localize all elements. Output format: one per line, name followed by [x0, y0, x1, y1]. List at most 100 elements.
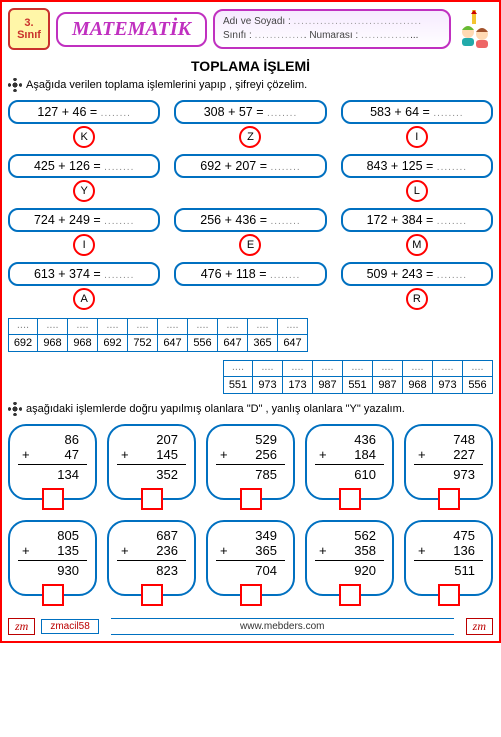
student-info-box: Adı ve Soyadı : ........................…	[213, 9, 451, 49]
cipher-cell: ....692	[98, 318, 128, 352]
addend-b: +47	[18, 447, 87, 462]
answer-blank[interactable]: ........	[270, 270, 300, 281]
footer-site: www.mebders.com	[111, 618, 454, 635]
problem-pill: 425 + 126 = ........	[8, 154, 160, 178]
addend-a: 562	[315, 528, 384, 543]
problem-item: 843 + 125 = ........L	[341, 154, 493, 202]
addend-a: 475	[414, 528, 483, 543]
cipher-cell: ....752	[128, 318, 158, 352]
cipher-value: 968	[68, 335, 97, 351]
cipher-blank[interactable]: ....	[283, 361, 312, 377]
cipher-blank[interactable]: ....	[68, 319, 97, 335]
problem-pill: 613 + 374 = ........	[8, 262, 160, 286]
answer-blank[interactable]: ........	[104, 216, 134, 227]
bullet-icon	[8, 402, 22, 416]
problem-item: 583 + 64 = ........I	[341, 100, 493, 148]
letter-circle: L	[406, 180, 428, 202]
answer-blank[interactable]: ........	[104, 162, 134, 173]
sum-card: 349+365704	[206, 520, 295, 596]
answer-blank[interactable]: ........	[104, 270, 134, 281]
number-blank[interactable]: .............	[361, 30, 410, 41]
answer-blank[interactable]: ........	[433, 108, 463, 119]
instruction-2-text: aşağıdaki işlemlerde doğru yapılmış olan…	[26, 403, 405, 415]
addend-a: 86	[18, 432, 87, 447]
dy-answer-box[interactable]	[240, 584, 262, 606]
cipher-blank[interactable]: ....	[313, 361, 342, 377]
footer-tag: zmacil58	[41, 619, 98, 634]
class-blank[interactable]: .............	[255, 30, 304, 41]
dy-answer-box[interactable]	[240, 488, 262, 510]
problem-item: 692 + 207 = ........	[174, 154, 326, 202]
problem-item: 476 + 118 = ........	[174, 262, 326, 310]
cipher-blank[interactable]: ....	[38, 319, 67, 335]
cipher-blank[interactable]: ....	[278, 319, 307, 335]
cipher-cell: ....987	[373, 360, 403, 394]
sum-result: 930	[18, 563, 87, 578]
addend-a: 207	[117, 432, 186, 447]
cipher-cell: ....987	[313, 360, 343, 394]
sum-card: 805+135930	[8, 520, 97, 596]
cipher-row-2: ....551....973....173....987....551....9…	[8, 360, 493, 394]
cipher-row-1: ....692....968....968....692....752....6…	[8, 318, 493, 352]
problem-item: 425 + 126 = ........Y	[8, 154, 160, 202]
answer-blank[interactable]: ........	[437, 216, 467, 227]
cipher-blank[interactable]: ....	[158, 319, 187, 335]
letter-circle: E	[239, 234, 261, 256]
main-title: TOPLAMA İŞLEMİ	[8, 58, 493, 74]
sums-row-2: 805+135930687+236823349+365704562+358920…	[8, 520, 493, 596]
answer-blank[interactable]: ........	[437, 270, 467, 281]
cipher-cell: ....551	[223, 360, 253, 394]
dy-answer-box[interactable]	[42, 584, 64, 606]
cipher-cell: ....551	[343, 360, 373, 394]
dy-answer-box[interactable]	[339, 488, 361, 510]
sum-card: 475+136511	[404, 520, 493, 596]
dy-answer-box[interactable]	[141, 584, 163, 606]
answer-blank[interactable]: ........	[267, 108, 297, 119]
problem-item: 308 + 57 = ........Z	[174, 100, 326, 148]
sum-result: 511	[414, 563, 483, 578]
cipher-value: 987	[373, 377, 402, 393]
addend-b: +145	[117, 447, 186, 462]
addend-a: 349	[216, 528, 285, 543]
sum-card: 687+236823	[107, 520, 196, 596]
cipher-value: 692	[9, 335, 37, 351]
kids-icon	[457, 10, 493, 48]
cipher-value: 647	[158, 335, 187, 351]
addend-b: +184	[315, 447, 384, 462]
addend-b: +365	[216, 543, 285, 558]
cipher-cell: ....365	[248, 318, 278, 352]
addend-b: +135	[18, 543, 87, 558]
sum-card: 436+184610	[305, 424, 394, 500]
dy-answer-box[interactable]	[438, 584, 460, 606]
dy-answer-box[interactable]	[339, 584, 361, 606]
dy-answer-box[interactable]	[438, 488, 460, 510]
cipher-blank[interactable]: ....	[403, 361, 432, 377]
problem-pill: 127 + 46 = ........	[8, 100, 160, 124]
cipher-blank[interactable]: ....	[343, 361, 372, 377]
answer-blank[interactable]: ........	[270, 216, 300, 227]
cipher-cell: ....647	[158, 318, 188, 352]
answer-blank[interactable]: ........	[437, 162, 467, 173]
answer-blank[interactable]: ........	[270, 162, 300, 173]
cipher-blank[interactable]: ....	[188, 319, 217, 335]
cipher-blank[interactable]: ....	[9, 319, 37, 335]
cipher-blank[interactable]: ....	[224, 361, 252, 377]
cipher-blank[interactable]: ....	[463, 361, 492, 377]
cipher-cell: ....173	[283, 360, 313, 394]
cipher-cell: ....556	[463, 360, 493, 394]
cipher-blank[interactable]: ....	[373, 361, 402, 377]
cipher-blank[interactable]: ....	[218, 319, 247, 335]
grade-badge: 3. Sınıf	[8, 8, 50, 50]
answer-blank[interactable]: ........	[101, 108, 131, 119]
cipher-blank[interactable]: ....	[433, 361, 462, 377]
cipher-blank[interactable]: ....	[253, 361, 282, 377]
problem-pill: 256 + 436 = ........	[174, 208, 326, 232]
cipher-value: 647	[218, 335, 247, 351]
cipher-blank[interactable]: ....	[128, 319, 157, 335]
cipher-blank[interactable]: ....	[248, 319, 277, 335]
name-blank[interactable]: ..................................	[294, 16, 422, 27]
cipher-blank[interactable]: ....	[98, 319, 127, 335]
dy-answer-box[interactable]	[141, 488, 163, 510]
dy-answer-box[interactable]	[42, 488, 64, 510]
letter-circle: A	[73, 288, 95, 310]
